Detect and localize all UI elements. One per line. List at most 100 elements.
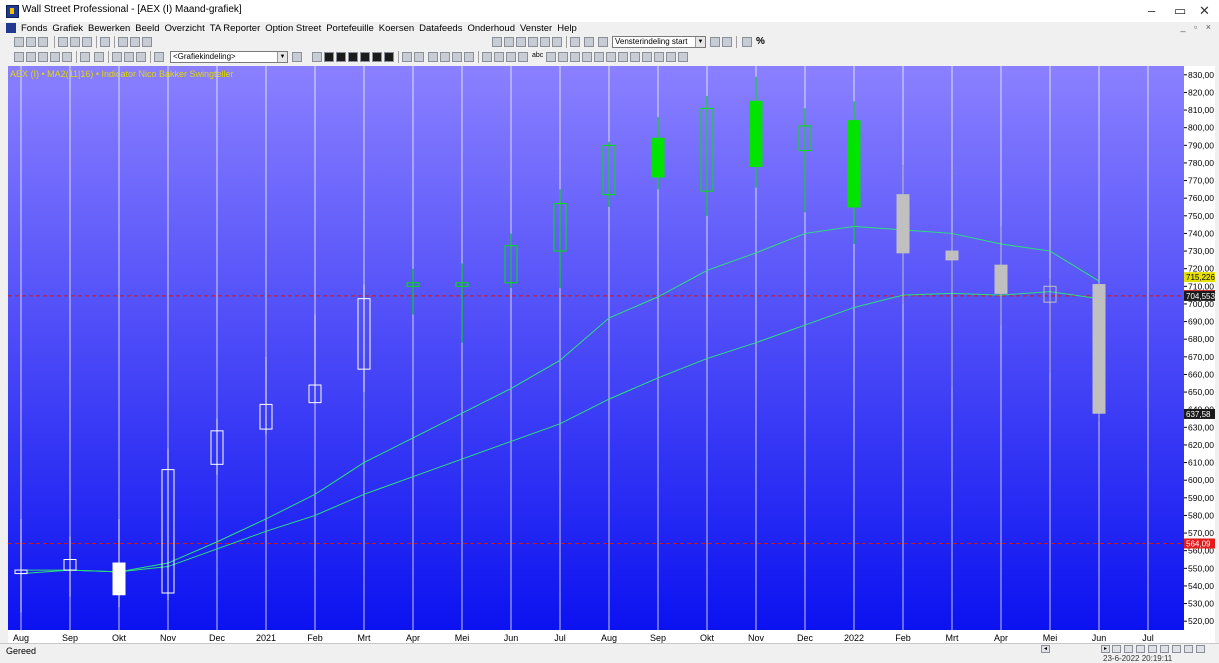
pitchfork-icon[interactable] <box>666 52 676 62</box>
chevron-down-icon[interactable]: ▼ <box>695 37 705 47</box>
candle[interactable] <box>553 189 567 289</box>
compare-icon[interactable] <box>80 52 90 62</box>
menu-ta-reporter[interactable]: TA Reporter <box>209 23 261 34</box>
candle[interactable] <box>504 233 518 289</box>
vertical-line-icon[interactable] <box>518 52 528 62</box>
wave-icon[interactable] <box>414 52 424 62</box>
candle[interactable] <box>994 226 1008 326</box>
scroll-vertical-icon[interactable] <box>1196 645 1205 653</box>
menu-bewerken[interactable]: Bewerken <box>88 23 131 34</box>
percent-button[interactable]: % <box>756 36 765 47</box>
template-icon[interactable] <box>154 52 164 62</box>
candle[interactable] <box>210 418 224 475</box>
area-chart-icon[interactable] <box>26 52 36 62</box>
candle[interactable] <box>161 448 175 601</box>
ellipse-icon[interactable] <box>558 52 568 62</box>
arrows-icon[interactable] <box>428 52 438 62</box>
menu-koersen[interactable]: Koersen <box>378 23 415 34</box>
search-icon[interactable] <box>1112 645 1121 653</box>
zoom-in-icon[interactable] <box>1136 645 1145 653</box>
scale-icon[interactable] <box>136 52 146 62</box>
print-icon[interactable] <box>100 37 110 47</box>
candle[interactable] <box>112 518 126 608</box>
text-tool[interactable]: abc <box>532 52 544 59</box>
scroll-right-icon[interactable]: ▸ <box>1101 645 1110 653</box>
zoom-icon[interactable] <box>312 52 322 62</box>
rectangle-icon[interactable] <box>546 52 556 62</box>
grid-icon[interactable] <box>516 37 526 47</box>
menu-venster[interactable]: Venster <box>520 23 553 34</box>
point-figure-icon[interactable] <box>62 52 72 62</box>
folder-up-icon[interactable] <box>82 37 92 47</box>
menu-overzicht[interactable]: Overzicht <box>164 23 205 34</box>
chart-layout-select[interactable]: <Grafiekindeling> ▼ <box>170 51 288 63</box>
fan-icon[interactable] <box>678 52 688 62</box>
tile-vertical-icon[interactable] <box>598 37 608 47</box>
undo-icon[interactable] <box>1184 645 1193 653</box>
bars-icon[interactable] <box>26 37 36 47</box>
period-6-icon[interactable] <box>384 52 394 62</box>
menu-portefeuille[interactable]: Portefeuille <box>326 23 374 34</box>
candle[interactable] <box>1043 279 1057 373</box>
menu-help[interactable]: Help <box>557 23 577 34</box>
previous-icon[interactable] <box>1172 645 1181 653</box>
table-icon[interactable] <box>528 37 538 47</box>
expand-icon[interactable] <box>1160 645 1169 653</box>
candle[interactable] <box>14 518 28 613</box>
open-folder-icon[interactable] <box>58 37 68 47</box>
candle[interactable] <box>308 314 322 404</box>
wave-tool-icon[interactable] <box>594 52 604 62</box>
candle[interactable] <box>259 356 273 435</box>
document-icon[interactable] <box>6 23 16 33</box>
delete-icon[interactable] <box>94 52 104 62</box>
mdi-controls[interactable]: _ ▫ × <box>1180 22 1214 32</box>
arc-icon[interactable] <box>570 52 580 62</box>
horizontal-line-icon[interactable] <box>506 52 516 62</box>
volume-icon[interactable] <box>452 52 462 62</box>
chevron-down-icon[interactable] <box>1124 645 1133 653</box>
chart-panel[interactable]: 520,00 530,00 540,00 550,00 560,00 570,00 580,… <box>8 66 1215 644</box>
candle[interactable] <box>455 263 469 343</box>
chevron-down-icon[interactable]: ▼ <box>277 52 287 62</box>
save-layout-icon[interactable] <box>710 37 720 47</box>
period-4-icon[interactable] <box>360 52 370 62</box>
indicator-icon[interactable] <box>402 52 412 62</box>
minimize-button[interactable]: – <box>1148 3 1156 18</box>
refresh-icon[interactable] <box>492 37 502 47</box>
period-2-icon[interactable] <box>336 52 346 62</box>
plot-area[interactable] <box>8 66 1184 630</box>
candle-chart-icon[interactable] <box>50 52 60 62</box>
period-1-icon[interactable] <box>324 52 334 62</box>
fibonacci-icon[interactable] <box>618 52 628 62</box>
candle[interactable] <box>847 101 861 245</box>
folder-icon[interactable] <box>70 37 80 47</box>
candle[interactable] <box>651 117 665 190</box>
window-icon[interactable] <box>722 37 732 47</box>
scroll-left-icon[interactable]: ◂ <box>1041 645 1050 653</box>
cut-icon[interactable] <box>118 37 128 47</box>
candle[interactable] <box>406 268 420 315</box>
sort-icon[interactable] <box>552 37 562 47</box>
bar-chart-icon[interactable] <box>38 52 48 62</box>
menu-beeld[interactable]: Beeld <box>135 23 160 34</box>
cycle-lines-icon[interactable] <box>630 52 640 62</box>
candles[interactable] <box>14 76 1106 613</box>
zoom-out-icon[interactable] <box>1148 645 1157 653</box>
copy-icon[interactable] <box>130 37 140 47</box>
trendline-icon[interactable] <box>494 52 504 62</box>
arrow-up-icon[interactable] <box>582 52 592 62</box>
menu-grafiek[interactable]: Grafiek <box>52 23 84 34</box>
maximize-button[interactable]: ▭ <box>1174 3 1187 18</box>
menu-option-street[interactable]: Option Street <box>265 23 322 34</box>
candle[interactable] <box>945 231 959 387</box>
tile-horizontal-icon[interactable] <box>584 37 594 47</box>
period-3-icon[interactable] <box>348 52 358 62</box>
save-icon[interactable] <box>292 52 302 62</box>
flag-icon[interactable] <box>464 52 474 62</box>
record-icon[interactable] <box>504 37 514 47</box>
period-5-icon[interactable] <box>372 52 382 62</box>
channel-icon[interactable] <box>606 52 616 62</box>
line-chart-icon[interactable] <box>14 52 24 62</box>
candle[interactable] <box>1092 282 1106 423</box>
chart-icon[interactable] <box>38 37 48 47</box>
